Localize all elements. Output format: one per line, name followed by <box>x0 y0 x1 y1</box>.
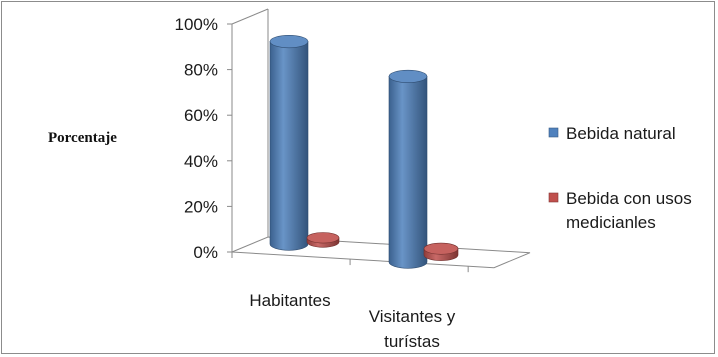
legend-label: Bebida natural <box>566 124 676 143</box>
bar-top <box>388 69 428 83</box>
y-tick-label: 40% <box>184 152 218 171</box>
legend-item: Bebida con usos medicianles <box>548 189 692 232</box>
y-tick-label: 80% <box>184 61 218 80</box>
bar-top <box>269 34 309 49</box>
bar-1-1 <box>423 242 459 261</box>
bar-top <box>306 232 340 244</box>
bar-body <box>388 76 428 269</box>
y-axis-label: Porcentaje <box>48 130 117 146</box>
legend-item: Bebida natural <box>548 124 676 143</box>
bar-body <box>269 41 309 251</box>
category-label: Visitantes y turístas <box>369 307 456 351</box>
back-wall-top-edge <box>231 8 269 25</box>
y-tick-label: 60% <box>184 106 218 125</box>
y-tick-label: 0% <box>193 243 218 262</box>
category-label: Habitantes <box>249 291 330 310</box>
y-tick-label: 100% <box>175 15 218 34</box>
legend: Bebida natural Bebida con usos medicianles <box>548 124 692 232</box>
bar-1-0 <box>306 232 340 248</box>
bar-top <box>423 242 459 255</box>
legend-swatch <box>548 127 559 138</box>
legend-swatch <box>548 192 559 203</box>
bars <box>269 34 459 269</box>
legend-label: Bebida con usos medicianles <box>566 189 692 232</box>
category-labels: Habitantes Visitantes y turístas <box>249 291 455 351</box>
y-tick-labels: 0% 20% 40% 60% 80% 100% <box>175 15 218 262</box>
axes <box>227 8 531 273</box>
y-tick-label: 20% <box>184 197 218 216</box>
bar-0-0 <box>269 34 309 251</box>
bar-0-1 <box>388 69 428 269</box>
